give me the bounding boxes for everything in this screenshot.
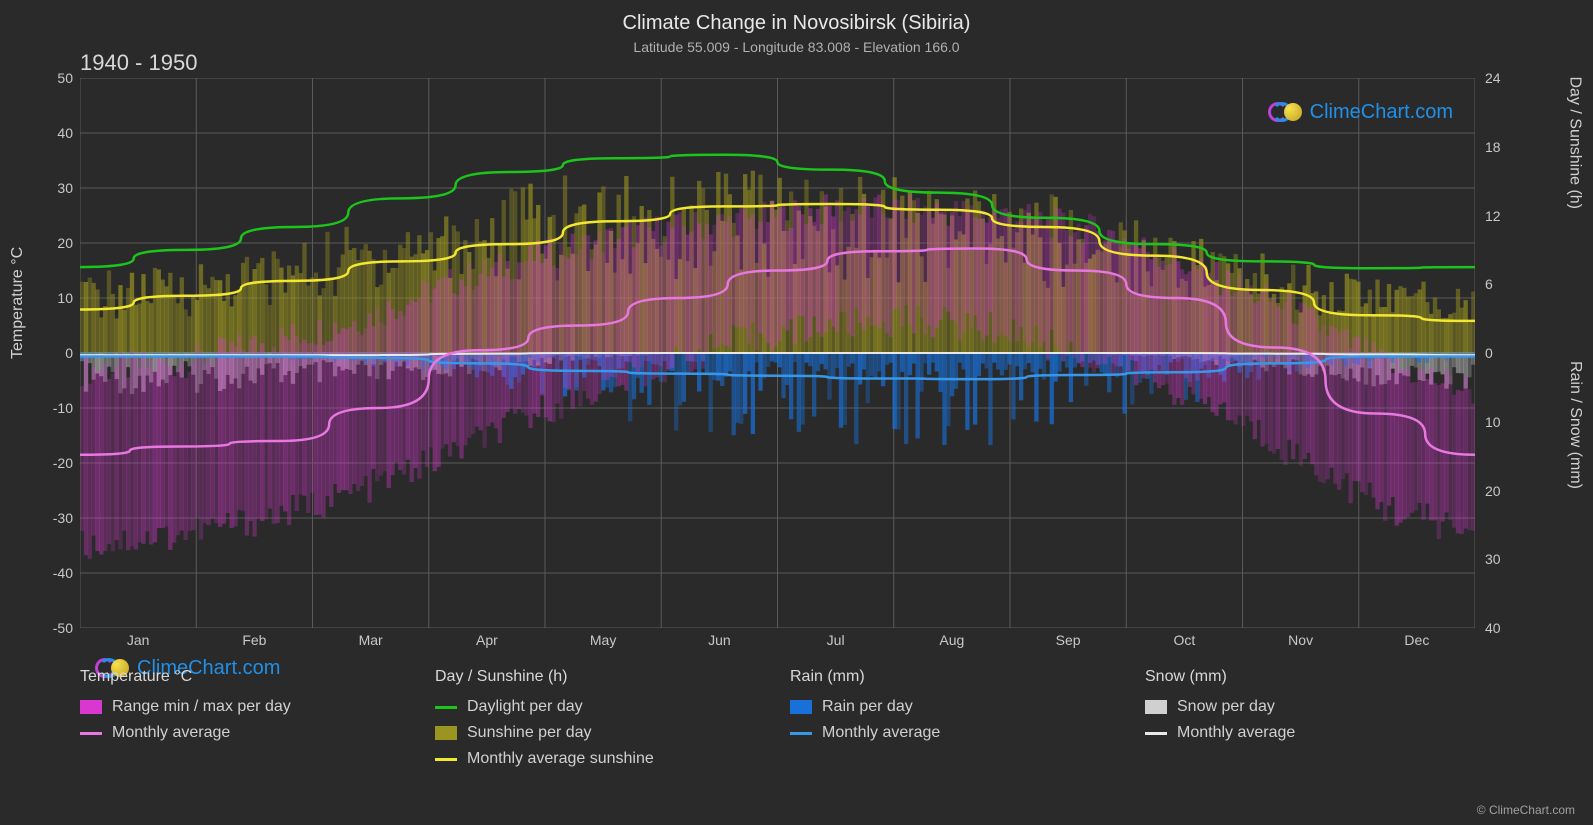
y-tick-right: 10 [1485,414,1501,430]
y-tick-right: 6 [1485,276,1493,292]
legend-header: Day / Sunshine (h) [435,668,770,686]
legend-item: Monthly average [790,724,1125,742]
y-tick-left: 50 [33,70,73,86]
y-tick-right: 24 [1485,70,1501,86]
y-tick-right: 30 [1485,551,1501,567]
legend-item: Monthly average [80,724,415,742]
watermark-top: ClimeChart.com [1268,100,1453,124]
legend-line-icon [790,732,812,735]
legend-swatch-icon [435,726,457,740]
legend-label: Monthly average [822,724,940,742]
legend-line-icon [435,706,457,709]
plot-area [80,78,1475,628]
y-tick-left: -50 [33,620,73,636]
period-label: 1940 - 1950 [80,50,197,76]
legend-line-icon [1145,732,1167,735]
x-tick-month: Nov [1288,632,1313,648]
copyright: © ClimeChart.com [1477,803,1575,817]
y-tick-left: -40 [33,565,73,581]
legend-swatch-icon [790,700,812,714]
legend-label: Rain per day [822,698,913,716]
x-tick-month: Jun [708,632,731,648]
legend-label: Range min / max per day [112,698,291,716]
legend-label: Snow per day [1177,698,1275,716]
y-axis-right-top-label: Day / Sunshine (h) [1566,76,1584,209]
y-tick-right: 40 [1485,620,1501,636]
x-tick-month: Jan [127,632,150,648]
legend-label: Sunshine per day [467,724,592,742]
y-tick-right: 18 [1485,139,1501,155]
legend-column: Day / Sunshine (h) Daylight per day Sunshi… [435,668,770,776]
x-tick-month: Aug [939,632,964,648]
y-tick-left: -10 [33,400,73,416]
x-tick-month: Dec [1404,632,1429,648]
legend-column: Rain (mm) Rain per day Monthly average [790,668,1125,776]
y-tick-right: 20 [1485,483,1501,499]
legend-item: Snow per day [1145,698,1480,716]
legend-item: Rain per day [790,698,1125,716]
legend-label: Monthly average [112,724,230,742]
legend-line-icon [80,732,102,735]
y-tick-right: 12 [1485,208,1501,224]
legend-column: Snow (mm) Snow per day Monthly average [1145,668,1480,776]
legend-header: Temperature °C [80,668,415,686]
legend-label: Monthly average sunshine [467,750,654,768]
legend-label: Daylight per day [467,698,583,716]
legend-label: Monthly average [1177,724,1295,742]
watermark-text: ClimeChart.com [1310,101,1453,124]
legend-line-icon [435,758,457,761]
climechart-logo-icon [1268,100,1304,124]
plot-svg [80,78,1475,628]
y-tick-left: -30 [33,510,73,526]
x-tick-month: Feb [242,632,266,648]
y-tick-left: 40 [33,125,73,141]
y-tick-left: 20 [33,235,73,251]
legend-header: Snow (mm) [1145,668,1480,686]
x-tick-month: Sep [1056,632,1081,648]
legend-swatch-icon [80,700,102,714]
chart-title: Climate Change in Novosibirsk (Sibiria) [0,0,1593,35]
legend-item: Monthly average sunshine [435,750,770,768]
chart-subtitle: Latitude 55.009 - Longitude 83.008 - Ele… [0,35,1593,55]
x-tick-month: Apr [476,632,498,648]
x-tick-month: May [590,632,616,648]
legend-item: Sunshine per day [435,724,770,742]
y-axis-right-bottom-label: Rain / Snow (mm) [1566,361,1584,489]
legend-item: Monthly average [1145,724,1480,742]
x-tick-month: Jul [827,632,845,648]
legend-column: Temperature °C Range min / max per day Mon… [80,668,415,776]
y-tick-left: 0 [33,345,73,361]
y-tick-left: 30 [33,180,73,196]
legend-swatch-icon [1145,700,1167,714]
legend: Temperature °C Range min / max per day Mon… [80,668,1480,776]
y-tick-left: -20 [33,455,73,471]
x-tick-month: Oct [1173,632,1195,648]
climate-chart: Climate Change in Novosibirsk (Sibiria) … [0,0,1593,825]
legend-header: Rain (mm) [790,668,1125,686]
y-tick-right: 0 [1485,345,1493,361]
legend-item: Range min / max per day [80,698,415,716]
x-tick-month: Mar [359,632,383,648]
legend-item: Daylight per day [435,698,770,716]
y-axis-left-label: Temperature °C [9,247,27,359]
y-tick-left: 10 [33,290,73,306]
